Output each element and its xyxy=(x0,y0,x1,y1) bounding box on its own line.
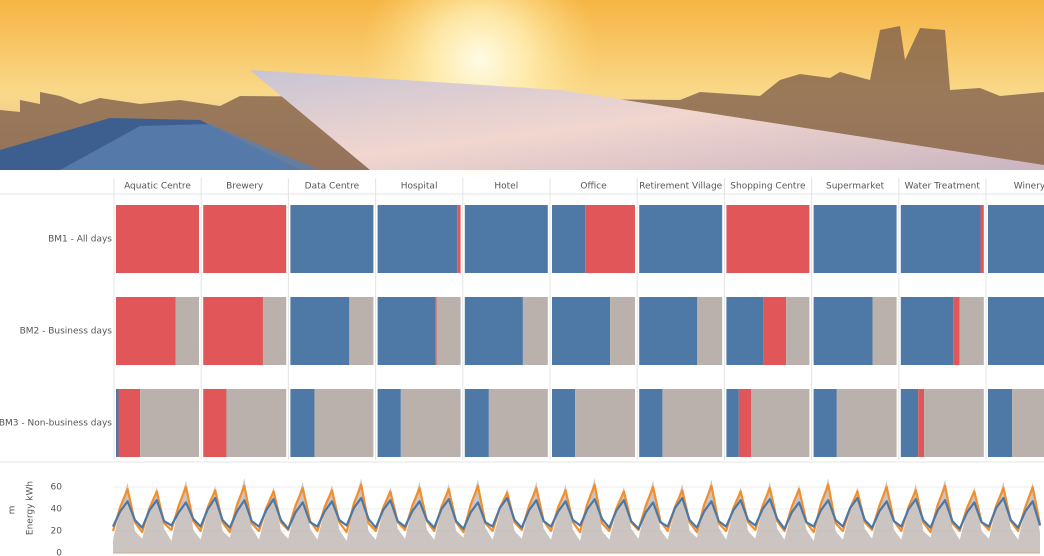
bar-segment xyxy=(988,205,1044,273)
bar-segment xyxy=(436,297,461,365)
bar-segment xyxy=(988,297,1044,365)
row-label: BM3 - Non-business days xyxy=(0,419,112,429)
bar-segment xyxy=(813,389,837,457)
bar-segment xyxy=(377,205,458,273)
column-header: Brewery xyxy=(226,182,264,192)
column-header: Shopping Centre xyxy=(730,182,806,192)
bar-segment xyxy=(697,297,723,365)
column-header: Water Treatment xyxy=(905,182,981,192)
column-header: Hotel xyxy=(494,182,518,192)
row-label: BM1 - All days xyxy=(48,235,112,245)
column-header: Hospital xyxy=(401,182,438,192)
bar-segment xyxy=(290,297,350,365)
bar-segment xyxy=(786,297,810,365)
y-axis-label: Energy kWh xyxy=(26,481,36,535)
row-label: BM2 - Business days xyxy=(20,327,113,337)
column-header: Supermarket xyxy=(826,182,885,192)
bar-segment xyxy=(639,205,723,273)
bar-segment xyxy=(203,205,287,273)
bar-segment xyxy=(464,205,548,273)
bar-segment xyxy=(290,205,374,273)
bar-segment xyxy=(116,297,176,365)
banner xyxy=(0,0,1044,180)
line xyxy=(111,483,1042,534)
bar-segment xyxy=(813,297,873,365)
bar-segment xyxy=(575,389,635,457)
bar-segment xyxy=(552,389,576,457)
column-header: Data Centre xyxy=(305,182,360,192)
bar-segment xyxy=(662,389,723,457)
bar-segment xyxy=(262,297,287,365)
banner-panel xyxy=(250,70,1044,170)
bar-segment xyxy=(726,205,810,273)
bar-segment xyxy=(1012,389,1044,457)
bar-segment xyxy=(751,389,810,457)
bar-segment xyxy=(140,389,199,457)
bar-segment xyxy=(116,205,199,273)
bar-segment xyxy=(900,389,919,457)
bar-segment xyxy=(314,389,374,457)
bar-segment xyxy=(457,205,461,273)
bar-segment xyxy=(552,297,611,365)
bar-segment xyxy=(980,205,984,273)
bar-segment xyxy=(872,297,897,365)
bar-segment xyxy=(813,205,897,273)
bar-segment xyxy=(900,297,954,365)
bar-segment xyxy=(953,297,960,365)
bar-segment xyxy=(639,297,698,365)
bar-segment xyxy=(639,389,663,457)
column-header: Retirement Village xyxy=(639,182,723,192)
bar-segment xyxy=(400,389,461,457)
bar-segment xyxy=(118,389,141,457)
bar-segment xyxy=(610,297,635,365)
bar-segment xyxy=(522,297,548,365)
bar-segment xyxy=(924,389,984,457)
column-header: Winery xyxy=(1014,182,1044,192)
bar-segment xyxy=(836,389,897,457)
bar-segment xyxy=(290,389,315,457)
bar-segment xyxy=(726,297,764,365)
bar-segment xyxy=(959,297,984,365)
bar-segment xyxy=(377,389,401,457)
bar-segment xyxy=(552,205,586,273)
y-tick-label: 0 xyxy=(56,549,62,556)
y-tick-label: 20 xyxy=(51,527,63,537)
bar-segment xyxy=(763,297,787,365)
bar-segment xyxy=(203,389,227,457)
bar-segment xyxy=(900,205,981,273)
bar-segment xyxy=(175,297,199,365)
bar-segment xyxy=(116,389,119,457)
bar-segment xyxy=(377,297,436,365)
column-header: Aquatic Centre xyxy=(124,182,191,192)
y-tick-label: 60 xyxy=(51,483,63,493)
bar-segment xyxy=(464,297,523,365)
y-tick-label: 40 xyxy=(51,505,63,515)
bar-segment xyxy=(738,389,752,457)
area xyxy=(113,478,1040,553)
bar-segment xyxy=(349,297,374,365)
bar-segment xyxy=(918,389,925,457)
bar-segment xyxy=(988,389,1013,457)
bar-segment xyxy=(226,389,287,457)
bar-segment xyxy=(488,389,548,457)
bar-segment xyxy=(464,389,489,457)
side-label: m xyxy=(8,506,18,515)
bar-segment xyxy=(435,297,437,365)
bar-segment xyxy=(203,297,263,365)
bar-segment xyxy=(585,205,635,273)
bar-segment xyxy=(726,389,739,457)
line xyxy=(112,496,1042,530)
banner-panel xyxy=(60,124,320,170)
column-header: Office xyxy=(580,182,607,192)
